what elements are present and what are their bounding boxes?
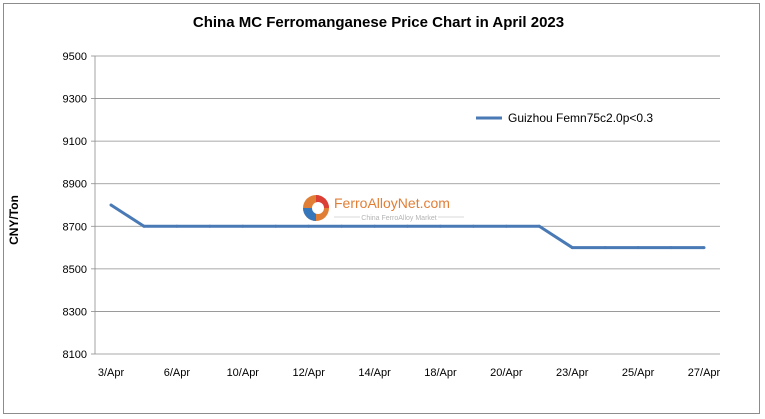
data-point [307, 224, 311, 228]
y-tick-label: 9300 [63, 94, 87, 106]
data-point [274, 224, 278, 228]
x-tick-label: 3/Apr [98, 367, 125, 379]
data-point [373, 224, 377, 228]
series-group [109, 203, 706, 250]
data-point [603, 246, 607, 250]
data-point [340, 224, 344, 228]
data-point [669, 246, 673, 250]
data-point [241, 224, 245, 228]
y-tick-label: 8900 [63, 179, 87, 191]
data-point [208, 224, 212, 228]
x-tick-label: 18/Apr [424, 367, 457, 379]
y-tick-labels: 8100 8300 8500 8700 8900 9100 9300 9500 [63, 51, 87, 361]
data-point [142, 224, 146, 228]
data-point [537, 224, 541, 228]
data-point [636, 246, 640, 250]
y-tick-label: 8100 [63, 349, 87, 361]
watermark: FerroAlloyNet.com China FerroAlloy Marke… [303, 195, 464, 222]
x-tick-label: 20/Apr [490, 367, 523, 379]
x-tick-label: 10/Apr [227, 367, 260, 379]
data-point [175, 224, 179, 228]
chart-title: China MC Ferromanganese Price Chart in A… [192, 14, 565, 31]
data-point [438, 224, 442, 228]
y-tick-label: 8500 [63, 264, 87, 276]
data-point [570, 246, 574, 250]
data-point [471, 224, 475, 228]
x-tick-label: 14/Apr [358, 367, 391, 379]
data-point [406, 224, 409, 228]
x-tick-label: 23/Apr [556, 367, 589, 379]
legend: Guizhou Femn75c2.0p<0.3 [476, 111, 653, 125]
data-point [504, 224, 508, 228]
y-tick-label: 8300 [63, 306, 87, 318]
x-tick-label: 27/Apr [688, 367, 721, 379]
x-tick-label: 6/Apr [164, 367, 191, 379]
data-point [109, 203, 113, 207]
legend-label: Guizhou Femn75c2.0p<0.3 [508, 111, 653, 125]
x-tick-label: 12/Apr [292, 367, 325, 379]
data-point [702, 246, 706, 250]
watermark-sub-text: China FerroAlloy Market [361, 215, 437, 222]
x-tick-labels: 3/Apr 6/Apr 10/Apr 12/Apr 14/Apr 18/Apr 20/Apr… [98, 367, 721, 379]
y-tick-label: 9100 [63, 136, 87, 148]
y-tick-label: 9500 [63, 51, 87, 63]
watermark-main-text: FerroAlloyNet.com [334, 195, 450, 211]
y-tick-label: 8700 [63, 221, 87, 233]
x-tick-label: 25/Apr [622, 367, 655, 379]
chart-frame [3, 3, 760, 414]
watermark-logo-icon [303, 195, 329, 221]
